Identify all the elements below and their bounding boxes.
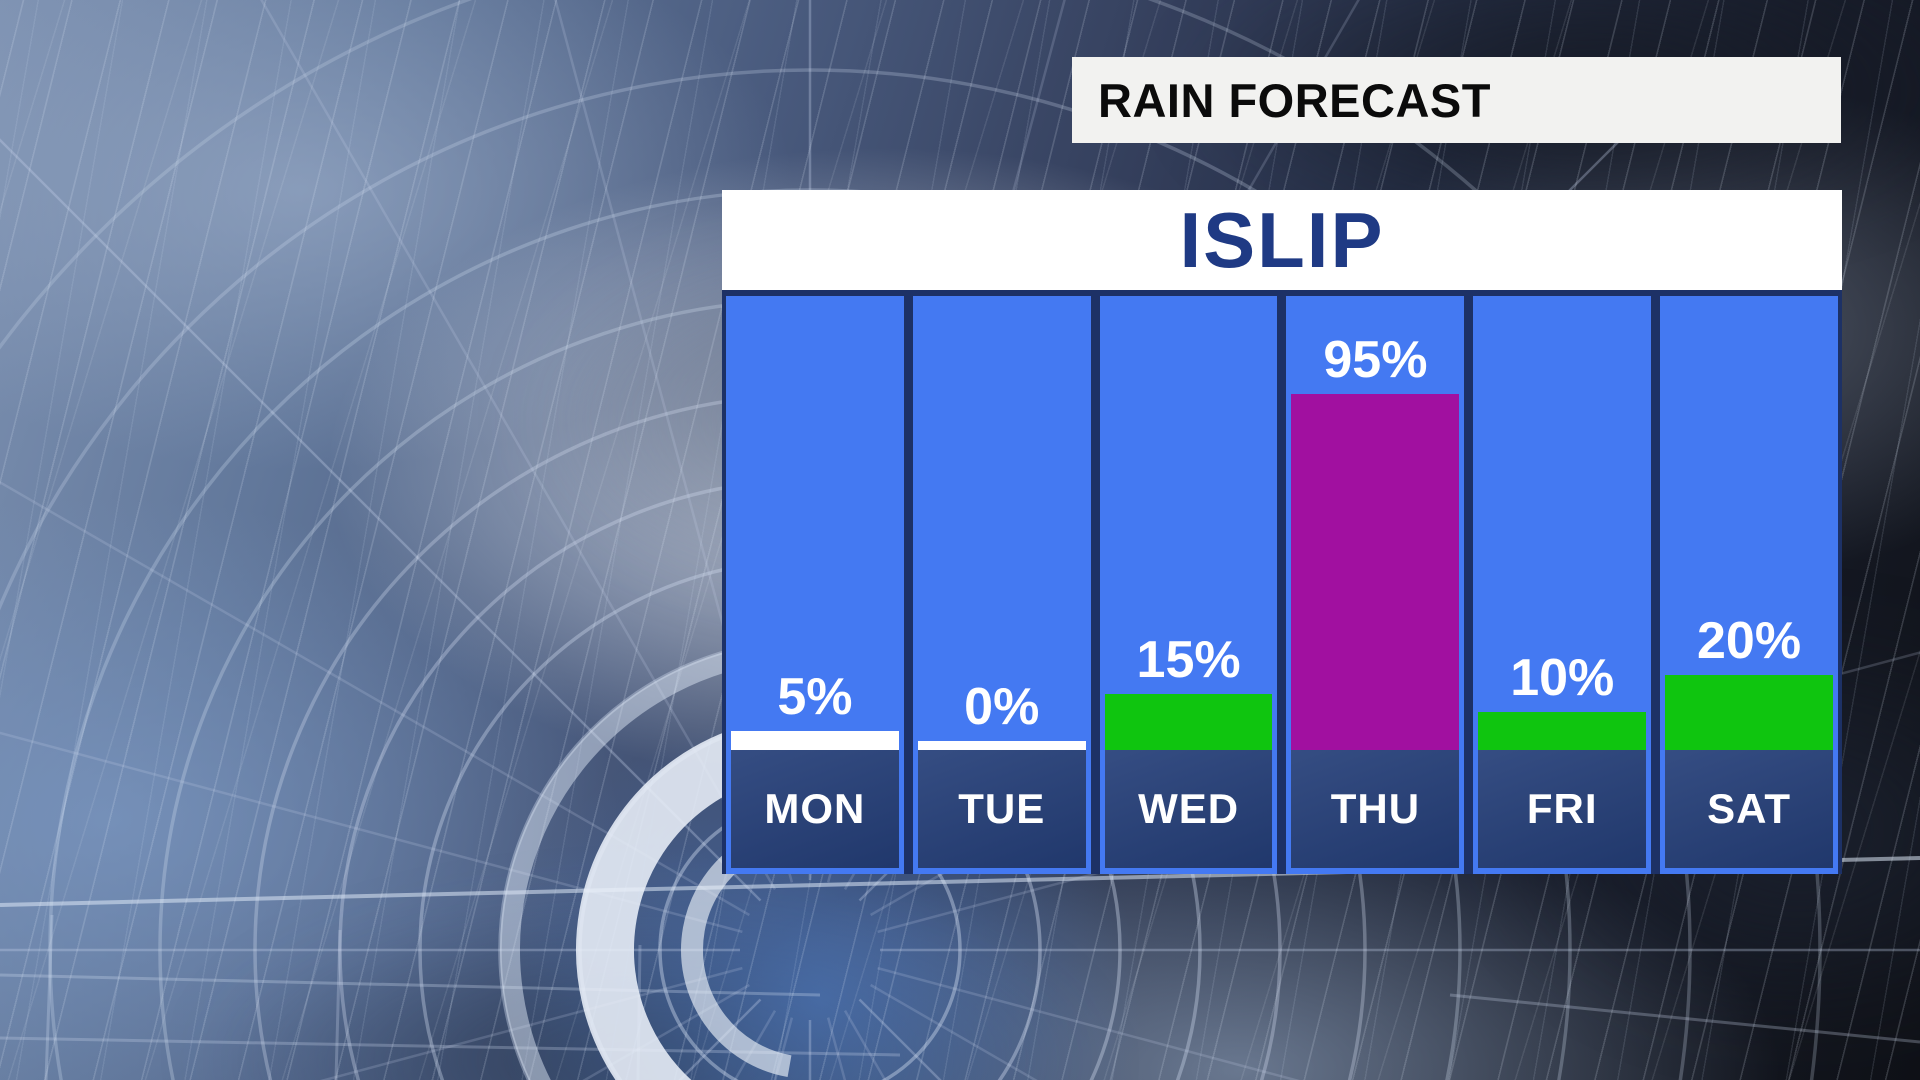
rain-chance-bar: [731, 731, 899, 750]
rain-chance-label: 15%: [1136, 631, 1241, 689]
forecast-chart: ISLIP 5% MON 0% TUE 15% WED 95%: [722, 190, 1842, 874]
day-column: 5% MON: [726, 296, 904, 874]
day-label: SAT: [1707, 785, 1791, 832]
rain-chance-bar: [1291, 394, 1460, 750]
day-columns: 5% MON 0% TUE 15% WED 95% THU: [722, 290, 1842, 874]
rain-chance-bar: [1104, 694, 1273, 750]
day-label-box: FRI: [1478, 750, 1647, 868]
day-label-box: MON: [731, 750, 899, 868]
rain-chance-label: 0%: [964, 678, 1040, 736]
rain-forecast-header: RAIN FORECAST: [1072, 57, 1841, 143]
rain-chance-label: 20%: [1697, 612, 1802, 670]
rain-chance-bar: [1478, 712, 1647, 750]
day-label: TUE: [958, 785, 1046, 832]
day-column: 15% WED: [1099, 296, 1278, 874]
rain-chance-label: 5%: [777, 668, 853, 726]
day-label: FRI: [1526, 785, 1598, 832]
day-column: 10% FRI: [1473, 296, 1652, 874]
day-label: WED: [1138, 785, 1240, 832]
day-label-box: THU: [1291, 750, 1460, 868]
rain-chance-bar: [917, 741, 1086, 750]
day-column: 95% THU: [1286, 296, 1465, 874]
location-title: ISLIP: [1179, 195, 1385, 284]
location-band: ISLIP: [722, 190, 1842, 290]
day-label: THU: [1330, 785, 1421, 832]
day-label: MON: [764, 785, 866, 832]
rain-chance-bar: [1665, 675, 1833, 750]
day-column: 0% TUE: [912, 296, 1091, 874]
day-label-box: WED: [1104, 750, 1273, 868]
rain-chance-label: 10%: [1510, 649, 1615, 707]
day-column: 20% SAT: [1660, 296, 1838, 874]
day-label-box: TUE: [917, 750, 1086, 868]
rain-chance-label: 95%: [1323, 331, 1428, 389]
day-label-box: SAT: [1665, 750, 1833, 868]
header-title: RAIN FORECAST: [1098, 73, 1491, 127]
